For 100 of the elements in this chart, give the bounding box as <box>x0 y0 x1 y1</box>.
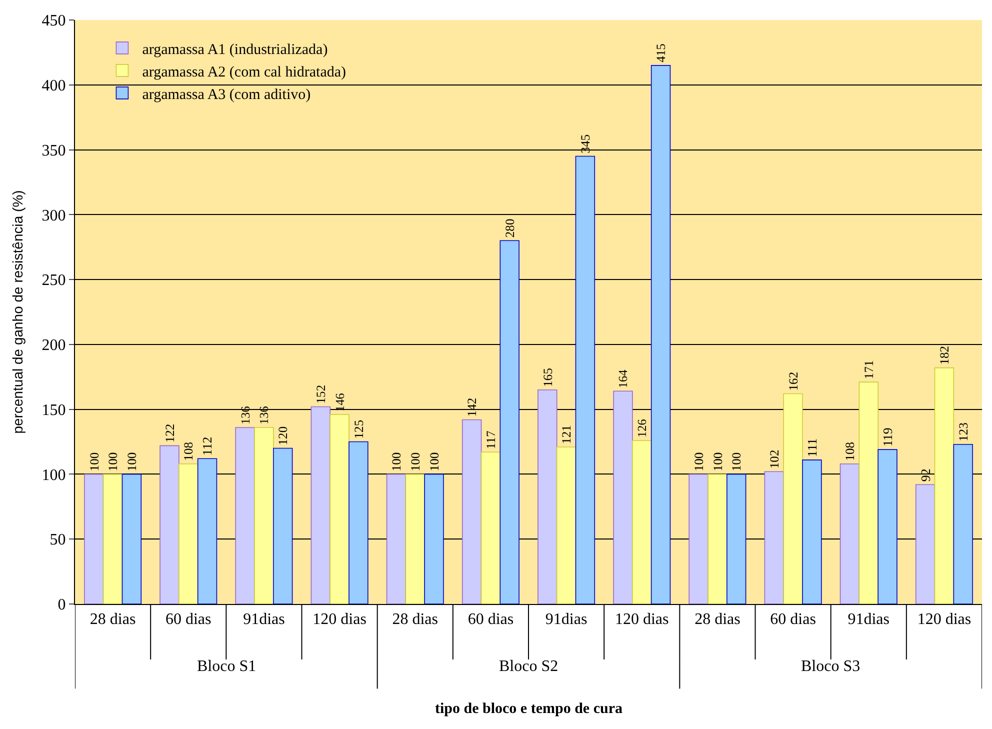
bar <box>273 448 293 604</box>
legend-label: argamassa A3 (com aditivo) <box>142 86 311 103</box>
bar <box>500 240 520 604</box>
legend-label: argamassa A2 (com cal hidratada) <box>142 64 346 80</box>
data-label: 125 <box>352 420 366 439</box>
bar <box>688 474 708 604</box>
data-label: 165 <box>540 368 555 387</box>
bar <box>424 474 444 604</box>
y-tick-label: 0 <box>58 596 66 614</box>
y-axis-title: percentual de ganho de resistência (%) <box>9 190 26 434</box>
data-label: 280 <box>502 218 517 238</box>
bar <box>386 474 406 604</box>
bar <box>613 390 633 604</box>
bar <box>197 458 218 604</box>
data-label: 100 <box>106 452 120 472</box>
bar <box>330 414 350 604</box>
data-label: 136 <box>257 406 272 424</box>
bar <box>348 441 368 604</box>
x-tick-label: 91dias <box>545 611 588 628</box>
bar <box>160 445 180 604</box>
bar <box>934 367 954 604</box>
bar <box>802 460 822 604</box>
bar <box>726 474 746 604</box>
data-label: 111 <box>804 438 820 457</box>
data-label: 126 <box>635 419 650 438</box>
data-label: 123 <box>956 422 970 442</box>
data-label: 119 <box>880 428 895 447</box>
bar <box>84 474 104 604</box>
bar <box>405 474 425 604</box>
y-tick-label: 400 <box>42 77 66 94</box>
bar <box>462 419 482 604</box>
bar <box>708 474 728 604</box>
data-label: 100 <box>408 452 422 472</box>
bar <box>575 156 596 604</box>
bar <box>858 382 878 604</box>
data-label: 122 <box>162 424 177 443</box>
data-label: 121 <box>560 425 574 444</box>
bar <box>122 474 142 604</box>
data-label: 142 <box>465 398 480 417</box>
bar <box>538 389 558 604</box>
data-label: 100 <box>730 452 744 472</box>
y-tick-label: 350 <box>42 142 66 160</box>
text: Bloco S2 <box>499 658 558 675</box>
y-tick-label: 100 <box>42 466 66 484</box>
data-label: 100 <box>710 452 725 472</box>
y-tick-label: 250 <box>42 272 66 290</box>
bar <box>650 65 671 604</box>
data-label: 182 <box>938 346 952 365</box>
data-label: 117 <box>484 430 498 450</box>
y-tick-label: 200 <box>42 337 66 354</box>
x-tick-label: 91dias <box>848 611 890 628</box>
bar <box>764 471 784 604</box>
bar <box>310 406 330 604</box>
bar <box>878 449 898 604</box>
data-label: 162 <box>786 372 800 391</box>
data-label: 100 <box>125 452 140 472</box>
data-label: 171 <box>862 360 876 380</box>
bar <box>102 474 123 604</box>
data-label: 108 <box>843 442 858 461</box>
data-label: 120 <box>276 426 290 446</box>
bar <box>840 463 860 604</box>
y-tick-label: 50 <box>50 532 66 549</box>
x-tick-label: 60 dias <box>468 611 514 628</box>
x-tick-label: 120 dias <box>312 611 366 628</box>
bar <box>915 484 936 604</box>
bar <box>783 393 803 604</box>
data-label: 100 <box>390 452 404 472</box>
bar <box>556 446 576 604</box>
x-tick-label: 60 dias <box>165 611 212 628</box>
text: Bloco S1 <box>197 658 256 675</box>
data-label: 108 <box>182 442 196 461</box>
x-tick-label: 120 dias <box>917 611 972 628</box>
data-label: 112 <box>200 436 215 456</box>
legend-label: argamassa A1 (industrializada) <box>142 42 328 58</box>
data-label: 102 <box>768 450 782 469</box>
data-label: 100 <box>427 452 442 472</box>
x-axis-title: tipo de bloco e tempo de cura <box>435 701 623 717</box>
x-tick-label: 120 dias <box>614 611 669 628</box>
x-tick-label: 28 dias <box>90 611 136 628</box>
data-label: 136 <box>238 406 252 424</box>
data-label: 146 <box>332 393 347 412</box>
data-label: 100 <box>87 452 102 472</box>
bar <box>632 440 652 604</box>
data-label: 152 <box>314 384 328 404</box>
bar <box>178 463 198 604</box>
data-label: 164 <box>616 370 630 388</box>
x-tick-label: 28 dias <box>694 611 740 628</box>
x-tick-label: 60 dias <box>770 611 816 628</box>
text: Bloco S3 <box>801 658 860 675</box>
y-tick-label: 450 <box>42 12 66 30</box>
data-label: 415 <box>654 44 668 62</box>
x-tick-label: 28 dias <box>392 611 438 628</box>
y-tick-label: 150 <box>42 402 66 419</box>
data-label: 100 <box>692 452 706 472</box>
x-tick-label: 91dias <box>243 611 285 628</box>
bar <box>254 427 274 604</box>
bar <box>953 444 973 604</box>
y-tick-label: 300 <box>42 207 66 224</box>
data-label: 345 <box>578 134 593 154</box>
bar <box>480 452 501 604</box>
